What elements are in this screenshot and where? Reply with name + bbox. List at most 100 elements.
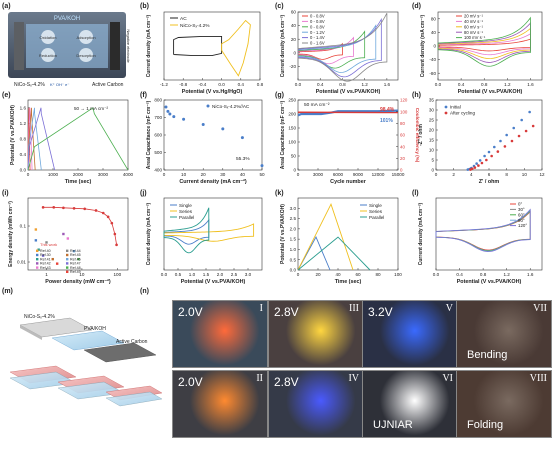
legend-swatch: [36, 258, 39, 261]
y-tick-label: 1.5: [290, 237, 297, 242]
efficiency-value: 98.4%: [380, 107, 395, 113]
y-tick-label: 80: [431, 16, 437, 21]
y-tick-label: 40: [291, 23, 297, 28]
legend-entry: 0 - 1.6V: [310, 41, 325, 46]
y-tick-label: 1.6: [20, 105, 27, 110]
legend-entry: Series: [179, 209, 193, 214]
m-label-pva: PVA/KOH: [84, 326, 106, 332]
legend-swatch: [36, 262, 39, 265]
eis-point-after: [531, 124, 535, 128]
cv-series-0: [297, 42, 343, 60]
x-tick-label: 3.0: [245, 272, 252, 277]
y-tick-label: 60: [291, 10, 297, 15]
plot-frame: [27, 197, 129, 271]
negative-electrode: [110, 22, 120, 70]
y-tick-label: 250: [288, 98, 296, 103]
x-tick-label: 60: [355, 272, 361, 277]
x-tick-label: 1000: [48, 172, 59, 177]
this-work-point: [113, 232, 117, 236]
x-tick-label: 1.2: [503, 272, 510, 277]
m-label-carbon: Active Carbon: [116, 339, 148, 345]
word-reduction: Reduction: [39, 53, 57, 58]
current-range-annotation: 50 → 1 mA cm⁻²: [74, 106, 109, 111]
legend-swatch: [66, 266, 69, 269]
y-tick-label: 1.2: [20, 121, 27, 126]
y-tick-label: 0: [293, 168, 296, 173]
y2-tick-label: 20: [400, 156, 405, 161]
y-tick-label: 5: [431, 158, 434, 163]
x-tick-label: -0.4: [198, 82, 206, 87]
legend-swatch: [36, 249, 39, 252]
legend-entry: 0 - 1.4V: [310, 35, 325, 40]
cv-series-4: [297, 17, 382, 78]
x-tick-label: 0: [297, 172, 300, 177]
positive-electrode: [14, 22, 24, 70]
x-tick-label: 0.4: [317, 82, 324, 87]
y-tick-label: 0: [433, 44, 436, 49]
legend-entry: Parallel: [179, 215, 194, 220]
legend-entry: Initial: [450, 105, 461, 110]
x-tick-label: 1.2: [504, 82, 511, 87]
y-tick-label: 400: [154, 168, 162, 173]
y-tick-label: 50: [291, 154, 297, 159]
y-axis-label: Current density (mA cm⁻²): [146, 202, 152, 265]
chart-g: 0 3000 6000 9000 12000 15000050100150200250Cy…: [280, 98, 420, 185]
reference-point: [55, 262, 59, 265]
panel-m-schematic: NiCo-Sₓ-4.2% PVA/KOH Active Carbon: [9, 314, 163, 407]
demo-photo: 3.2V V: [362, 300, 458, 368]
eis-point-after: [524, 129, 528, 133]
eis-point-initial: [487, 150, 491, 154]
x-tick-label: 40: [240, 172, 246, 177]
panel-letter: (j): [140, 190, 147, 197]
legend-swatch: [444, 105, 448, 109]
eis-point-after: [470, 167, 474, 171]
reference-point: [41, 254, 45, 257]
eis-point-initial: [478, 159, 482, 162]
panel-a-schematic: Oxidation Reduction Adsorption Desorptio…: [2, 12, 131, 88]
y-tick-label: 25: [429, 118, 435, 123]
eis-point-initial: [499, 139, 502, 143]
x-tick-label: 1.2: [361, 82, 368, 87]
legend-entry: Ref.43: [40, 266, 51, 270]
photo-numeral: VII: [533, 303, 547, 314]
eis-point-after: [480, 161, 484, 165]
x-axis-label: Potential (V vs.PVA/KOH): [316, 89, 381, 95]
y-tick-label: 40: [431, 30, 437, 35]
y-tick-label: 2.5: [290, 216, 297, 221]
panel-letter: (f): [140, 92, 147, 99]
word-desorption: Desorption: [76, 53, 95, 58]
chart-j: 0.0 0.5 1.0 1.5 2.0 2.5 3.0 Potential (V vs.PVA…: [146, 197, 263, 285]
y2-tick-label: 40: [400, 144, 405, 149]
this-work-point: [101, 211, 105, 215]
y-tick-label: 800: [154, 98, 162, 103]
x-tick-label: 0.8: [480, 272, 487, 277]
this-work-point: [110, 221, 114, 225]
voltage-label: 2.8V: [274, 305, 299, 319]
chart-i: 1 10 100 0.01 0.1 Power density (mW cm⁻²) Ener…: [8, 197, 129, 285]
panel-letter: (n): [140, 288, 149, 295]
gcd-parallel: [297, 236, 371, 271]
gcd-series-3: [27, 107, 42, 171]
x-tick-label: 1.6: [527, 82, 534, 87]
legend-entry: Ref.45: [70, 253, 81, 257]
x-tick-label: 2: [452, 172, 455, 177]
legend-swatch: [444, 111, 448, 115]
x-tick-label: 1.6: [384, 82, 391, 87]
x-tick-label: 1.6: [527, 272, 534, 277]
capacitance-point: [164, 105, 168, 109]
y-tick-label: 30: [429, 108, 435, 113]
legend-entry: NiCo-Sₓ-4.2%//AC: [212, 104, 250, 109]
y2-tick-label: 60: [400, 133, 405, 138]
photo-numeral: V: [445, 303, 453, 314]
series-line-nicos: [221, 19, 251, 77]
reference-point: [62, 232, 65, 236]
photo-numeral: III: [349, 303, 359, 314]
chart-k: 0 20 40 60 80 100 0.0 0.5 1.0 1.5 2.0 2.5 3.0 Time (s…: [280, 197, 402, 285]
legend-swatch: [66, 270, 69, 273]
electrolyte-region: [26, 24, 108, 68]
x-tick-label: 4000: [123, 172, 134, 177]
chart-l: 0.0 0.4 0.8 1.2 1.6 Potential (V vs.PVA/KOH) C…: [418, 197, 543, 285]
legend-entry: 60°: [518, 212, 525, 217]
legend-entry: 0 - 0.8V: [310, 14, 325, 19]
legend-entry: 0°: [518, 202, 522, 207]
